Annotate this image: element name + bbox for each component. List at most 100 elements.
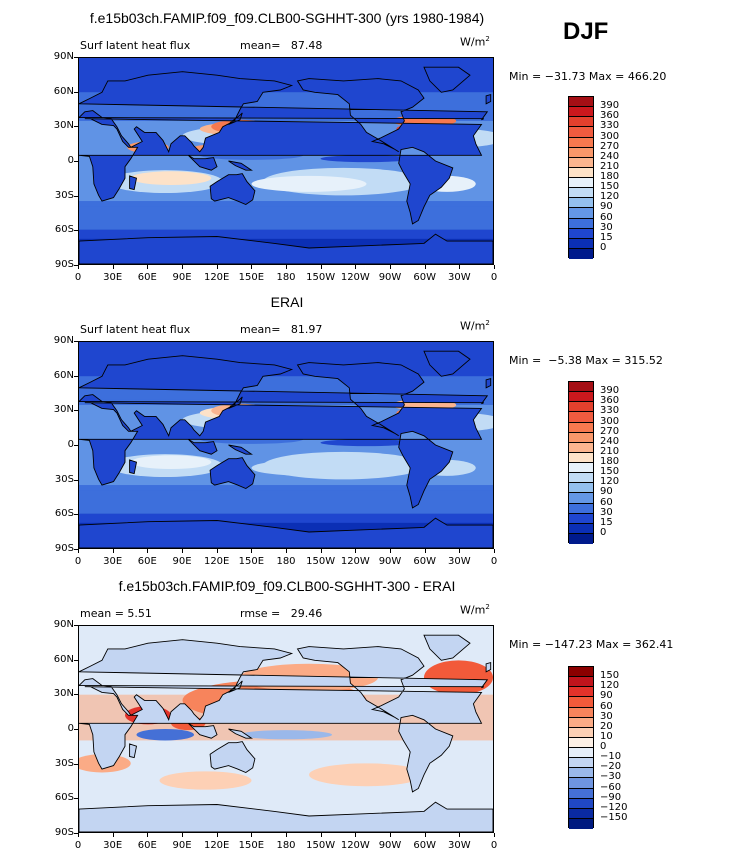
lon-tick-label: 60E: [137, 272, 157, 283]
lon-tick-label: 120W: [340, 272, 370, 283]
colorbar-swatch: [569, 717, 593, 728]
colorbar-label: −30: [600, 771, 622, 783]
left-label: Surf latent heat flux: [80, 39, 191, 52]
lon-tick-label: 120W: [340, 556, 370, 567]
stat-label: mean= 87.48: [240, 39, 323, 52]
lon-tick-label: 60W: [413, 556, 436, 567]
colorbar-label: 0: [600, 241, 607, 253]
map-diff: [78, 625, 494, 833]
colorbar-swatch: [569, 788, 593, 799]
units-text: W/m: [460, 603, 486, 617]
min-max-label: Min = −31.73 Max = 466.20: [509, 70, 667, 83]
lat-tick-label: 60S: [54, 792, 74, 804]
lon-tick-label: 90E: [172, 272, 192, 283]
colorbar-label: 360: [600, 110, 620, 122]
colorbar-label: 120: [600, 680, 620, 692]
units-superscript: 2: [485, 603, 490, 611]
season-label: DJF: [563, 18, 609, 45]
left-label: Surf latent heat flux: [80, 323, 191, 336]
lon-tick: [286, 549, 287, 553]
field-plot: [79, 342, 493, 548]
lon-tick-label: 0: [490, 840, 498, 851]
lat-tick-label: 30S: [54, 757, 74, 769]
lon-tick: [459, 549, 461, 553]
lat-tick: [74, 265, 78, 266]
units-text: W/m: [460, 35, 486, 49]
colorbar-swatch: [569, 238, 593, 249]
colorbar-swatch: [569, 667, 593, 678]
colorbar-swatch: [569, 503, 593, 514]
colorbar-swatch: [569, 412, 593, 423]
lat-tick: [74, 341, 78, 342]
lon-tick: [320, 549, 322, 553]
lat-tick-label: 0: [67, 439, 74, 450]
units-label: W/m2: [460, 319, 490, 333]
colorbar-label: 30: [600, 506, 613, 518]
colorbar-swatch: [569, 687, 593, 698]
lat-tick-label: 0: [67, 155, 74, 166]
colorbar-label: 300: [600, 415, 620, 427]
stat-label: rmse = 29.46: [240, 607, 323, 620]
colorbar-swatch: [569, 523, 593, 534]
lat-tick-label: 90N: [53, 51, 74, 62]
lat-tick: [74, 410, 78, 412]
lon-tick-label: 150W: [306, 272, 336, 283]
lat-tick-label: 30N: [53, 404, 74, 416]
colorbar-label: 150: [600, 466, 620, 478]
lat-tick: [74, 833, 78, 834]
lat-tick-label: 0: [67, 723, 74, 734]
lon-tick-label: 60W: [413, 272, 436, 283]
colorbar-label: 20: [600, 720, 613, 732]
colorbar-swatch: [569, 513, 593, 524]
colorbar-swatch: [569, 228, 593, 239]
colorbar-swatch: [569, 382, 593, 393]
colorbar-swatch: [569, 677, 593, 688]
colorbar-label: 90: [600, 690, 613, 702]
left-label: mean = 5.51: [80, 607, 152, 620]
lon-tick: [251, 833, 253, 837]
lat-tick: [74, 694, 78, 696]
lon-tick: [112, 265, 114, 269]
lat-tick: [74, 729, 78, 730]
lat-tick-label: 90S: [54, 543, 74, 554]
colorbar-label: 0: [600, 741, 607, 752]
lon-tick-label: 0: [74, 556, 82, 567]
lon-tick-label: 90W: [378, 556, 402, 567]
colorbar-label: 210: [600, 445, 620, 457]
colorbar-swatch: [569, 218, 593, 229]
lat-tick-label: 30N: [53, 120, 74, 132]
lon-tick-label: 30E: [103, 272, 123, 283]
lon-tick-label: 0: [490, 272, 498, 283]
lon-tick-label: 0: [490, 556, 498, 567]
lon-tick: [147, 549, 149, 553]
lon-tick: [390, 833, 391, 837]
units-text: W/m: [460, 319, 486, 333]
colorbar-swatch: [569, 463, 593, 474]
lon-tick-label: 180: [276, 556, 296, 567]
panel-title: f.e15b03ch.FAMIP.f09_f09.CLB00-SGHHT-300…: [89, 10, 485, 26]
lon-tick-label: 150W: [306, 556, 336, 567]
colorbar-label: −10: [600, 751, 622, 763]
lon-tick: [494, 265, 495, 269]
lon-tick: [216, 833, 218, 837]
colorbar-label: 150: [600, 670, 620, 682]
lon-tick-label: 120E: [203, 272, 230, 283]
colorbar-swatch: [569, 758, 593, 769]
lon-tick: [78, 549, 79, 553]
colorbar-swatch: [569, 778, 593, 789]
panel-title: f.e15b03ch.FAMIP.f09_f09.CLB00-SGHHT-300…: [118, 578, 456, 594]
colorbar-swatch: [569, 198, 593, 209]
units-superscript: 2: [485, 35, 490, 43]
colorbar-swatch: [569, 533, 593, 544]
colorbar-swatch: [569, 402, 593, 413]
lon-tick: [286, 833, 287, 837]
panel-title: ERAI: [270, 294, 304, 310]
colorbar-swatch: [569, 493, 593, 504]
lon-tick-label: 150E: [238, 840, 265, 851]
colorbar-label: −120: [600, 801, 628, 813]
colorbar-label: 330: [600, 405, 620, 417]
colorbar-swatch: [569, 798, 593, 809]
colorbar-swatch: [569, 432, 593, 443]
colorbar-label: 300: [600, 130, 620, 142]
colorbar-label: 15: [600, 231, 613, 243]
